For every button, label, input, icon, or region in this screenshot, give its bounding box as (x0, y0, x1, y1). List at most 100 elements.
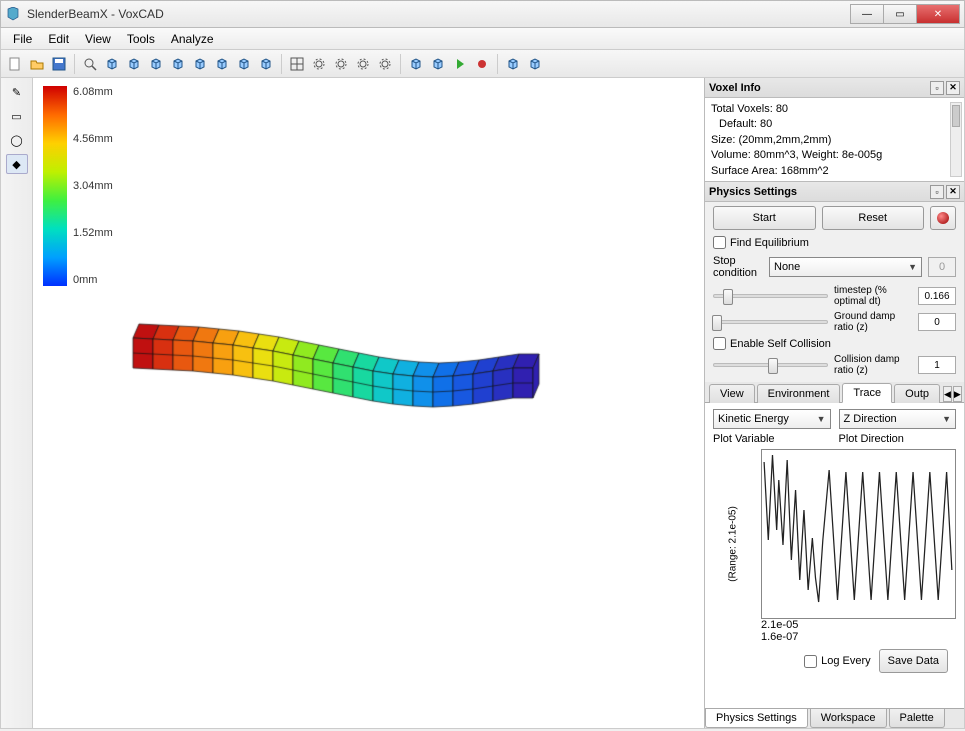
legend-label: 6.08mm (73, 86, 113, 98)
bottom-tab-palette[interactable]: Palette (889, 709, 945, 728)
toolbar-new-icon[interactable] (5, 54, 25, 74)
save-data-button[interactable]: Save Data (879, 649, 948, 673)
tab-trace[interactable]: Trace (842, 383, 892, 403)
log-every-label: Log Every (821, 655, 871, 667)
window-buttons: — ▭ ✕ (851, 4, 960, 24)
legend-bar (43, 86, 67, 286)
tool-circle-icon[interactable]: ◯ (6, 130, 28, 150)
tool-bucket-icon[interactable]: ◆ (6, 154, 28, 174)
close-panel-icon[interactable]: ✕ (946, 185, 960, 199)
legend-label: 1.52mm (73, 227, 113, 239)
toolbar (0, 50, 965, 78)
record-button[interactable] (930, 206, 956, 230)
toolbar-opt2-icon[interactable] (525, 54, 545, 74)
toolbar-layers-icon[interactable] (309, 54, 329, 74)
viewport[interactable]: 6.08mm 4.56mm 3.04mm 1.52mm 0mm (33, 78, 704, 728)
toolbar-open-icon[interactable] (27, 54, 47, 74)
timestep-value[interactable]: 0.166 (918, 287, 956, 305)
toolbar-grid-icon[interactable] (287, 54, 307, 74)
ground-damp-label: Ground damp ratio (z) (834, 311, 912, 333)
toolbar-cube7-icon[interactable] (234, 54, 254, 74)
chevron-down-icon: ▼ (817, 414, 826, 424)
toolbar-obj1-icon[interactable] (406, 54, 426, 74)
physics-header: Physics Settings ▫ ✕ (705, 182, 964, 202)
voxel-info-line: Total Voxels: 80 (711, 102, 958, 117)
toolbar-obj2-icon[interactable] (428, 54, 448, 74)
record-icon (937, 212, 949, 224)
tab-nav-right-icon[interactable]: ▶ (953, 386, 962, 402)
app-icon (5, 6, 21, 22)
find-equilibrium-label: Find Equilibrium (730, 237, 809, 249)
toolbar-cube5-icon[interactable] (190, 54, 210, 74)
stop-condition-num: 0 (928, 257, 956, 277)
scrollbar[interactable] (950, 102, 962, 177)
bottom-tab-workspace[interactable]: Workspace (810, 709, 887, 728)
legend-label: 3.04mm (73, 180, 113, 192)
self-collision-label: Enable Self Collision (730, 338, 831, 350)
voxel-info-header: Voxel Info ▫ ✕ (705, 78, 964, 98)
menu-file[interactable]: File (5, 30, 40, 48)
toolbar-cube8-icon[interactable] (256, 54, 276, 74)
trace-body: Kinetic Energy▼ Z Direction▼ Plot Variab… (705, 403, 964, 708)
find-equilibrium-checkbox[interactable] (713, 236, 726, 249)
maximize-button[interactable]: ▭ (883, 4, 917, 24)
voxel-info-line: Volume: 80mm^3, Weight: 8e-005g (711, 148, 958, 163)
toolbar-save-icon[interactable] (49, 54, 69, 74)
toolbar-zoom-icon[interactable] (80, 54, 100, 74)
plot-yaxis-label: (Range: 2.1e-05) (727, 506, 738, 582)
close-button[interactable]: ✕ (916, 4, 960, 24)
ground-damp-slider[interactable] (713, 320, 828, 324)
toolbar-opt1-icon[interactable] (503, 54, 523, 74)
collision-damp-value[interactable]: 1 (918, 356, 956, 374)
self-collision-checkbox[interactable] (713, 337, 726, 350)
reset-button[interactable]: Reset (822, 206, 925, 230)
voxel-info-line: Default: 80 (711, 117, 958, 132)
tab-view[interactable]: View (709, 384, 755, 403)
tab-environment[interactable]: Environment (757, 384, 841, 403)
menu-tools[interactable]: Tools (119, 30, 163, 48)
voxel-info-body: Total Voxels: 80 Default: 80 Size: (20mm… (705, 98, 964, 182)
undock-icon[interactable]: ▫ (930, 81, 944, 95)
toolbar-record-icon[interactable] (472, 54, 492, 74)
plot-direction-value: Z Direction (844, 413, 897, 425)
window-title: SlenderBeamX - VoxCAD (27, 7, 851, 21)
start-button[interactable]: Start (713, 206, 816, 230)
tab-nav-left-icon[interactable]: ◀ (943, 386, 952, 402)
tab-output[interactable]: Outp (894, 384, 940, 403)
close-panel-icon[interactable]: ✕ (946, 81, 960, 95)
menu-edit[interactable]: Edit (40, 30, 77, 48)
stop-condition-select[interactable]: None▼ (769, 257, 922, 277)
timestep-label: timestep (% optimal dt) (834, 285, 912, 307)
collision-damp-slider[interactable] (713, 363, 828, 367)
timestep-slider[interactable] (713, 294, 828, 298)
legend-label: 0mm (73, 274, 113, 286)
chevron-down-icon: ▼ (908, 262, 917, 272)
minimize-button[interactable]: — (850, 4, 884, 24)
toolbar-cube6-icon[interactable] (212, 54, 232, 74)
left-toolbar: ✎ ▭ ◯ ◆ (1, 78, 33, 728)
bottom-tabs: Physics Settings Workspace Palette (705, 708, 964, 728)
plot-direction-select[interactable]: Z Direction▼ (839, 409, 957, 429)
undock-icon[interactable]: ▫ (930, 185, 944, 199)
legend-labels: 6.08mm 4.56mm 3.04mm 1.52mm 0mm (73, 86, 113, 286)
beam-render (123, 308, 623, 508)
toolbar-pick-icon[interactable] (375, 54, 395, 74)
toolbar-cube1-icon[interactable] (102, 54, 122, 74)
title-bar: SlenderBeamX - VoxCAD — ▭ ✕ (0, 0, 965, 28)
toolbar-paint-icon[interactable] (331, 54, 351, 74)
toolbar-cube2-icon[interactable] (124, 54, 144, 74)
voxel-info-line: Surface Area: 168mm^2 (711, 164, 958, 179)
tool-rect-icon[interactable]: ▭ (6, 106, 28, 126)
log-every-checkbox[interactable] (804, 655, 817, 668)
toolbar-cube4-icon[interactable] (168, 54, 188, 74)
ground-damp-value[interactable]: 0 (918, 313, 956, 331)
bottom-tab-physics[interactable]: Physics Settings (705, 709, 808, 728)
tool-pencil-icon[interactable]: ✎ (6, 82, 28, 102)
main-area: ✎ ▭ ◯ ◆ 6.08mm 4.56mm 3.04mm 1.52mm 0mm Vox… (0, 78, 965, 729)
toolbar-play-icon[interactable] (450, 54, 470, 74)
toolbar-cube3-icon[interactable] (146, 54, 166, 74)
plot-variable-select[interactable]: Kinetic Energy▼ (713, 409, 831, 429)
menu-view[interactable]: View (77, 30, 119, 48)
toolbar-pencil-icon[interactable] (353, 54, 373, 74)
menu-analyze[interactable]: Analyze (163, 30, 222, 48)
